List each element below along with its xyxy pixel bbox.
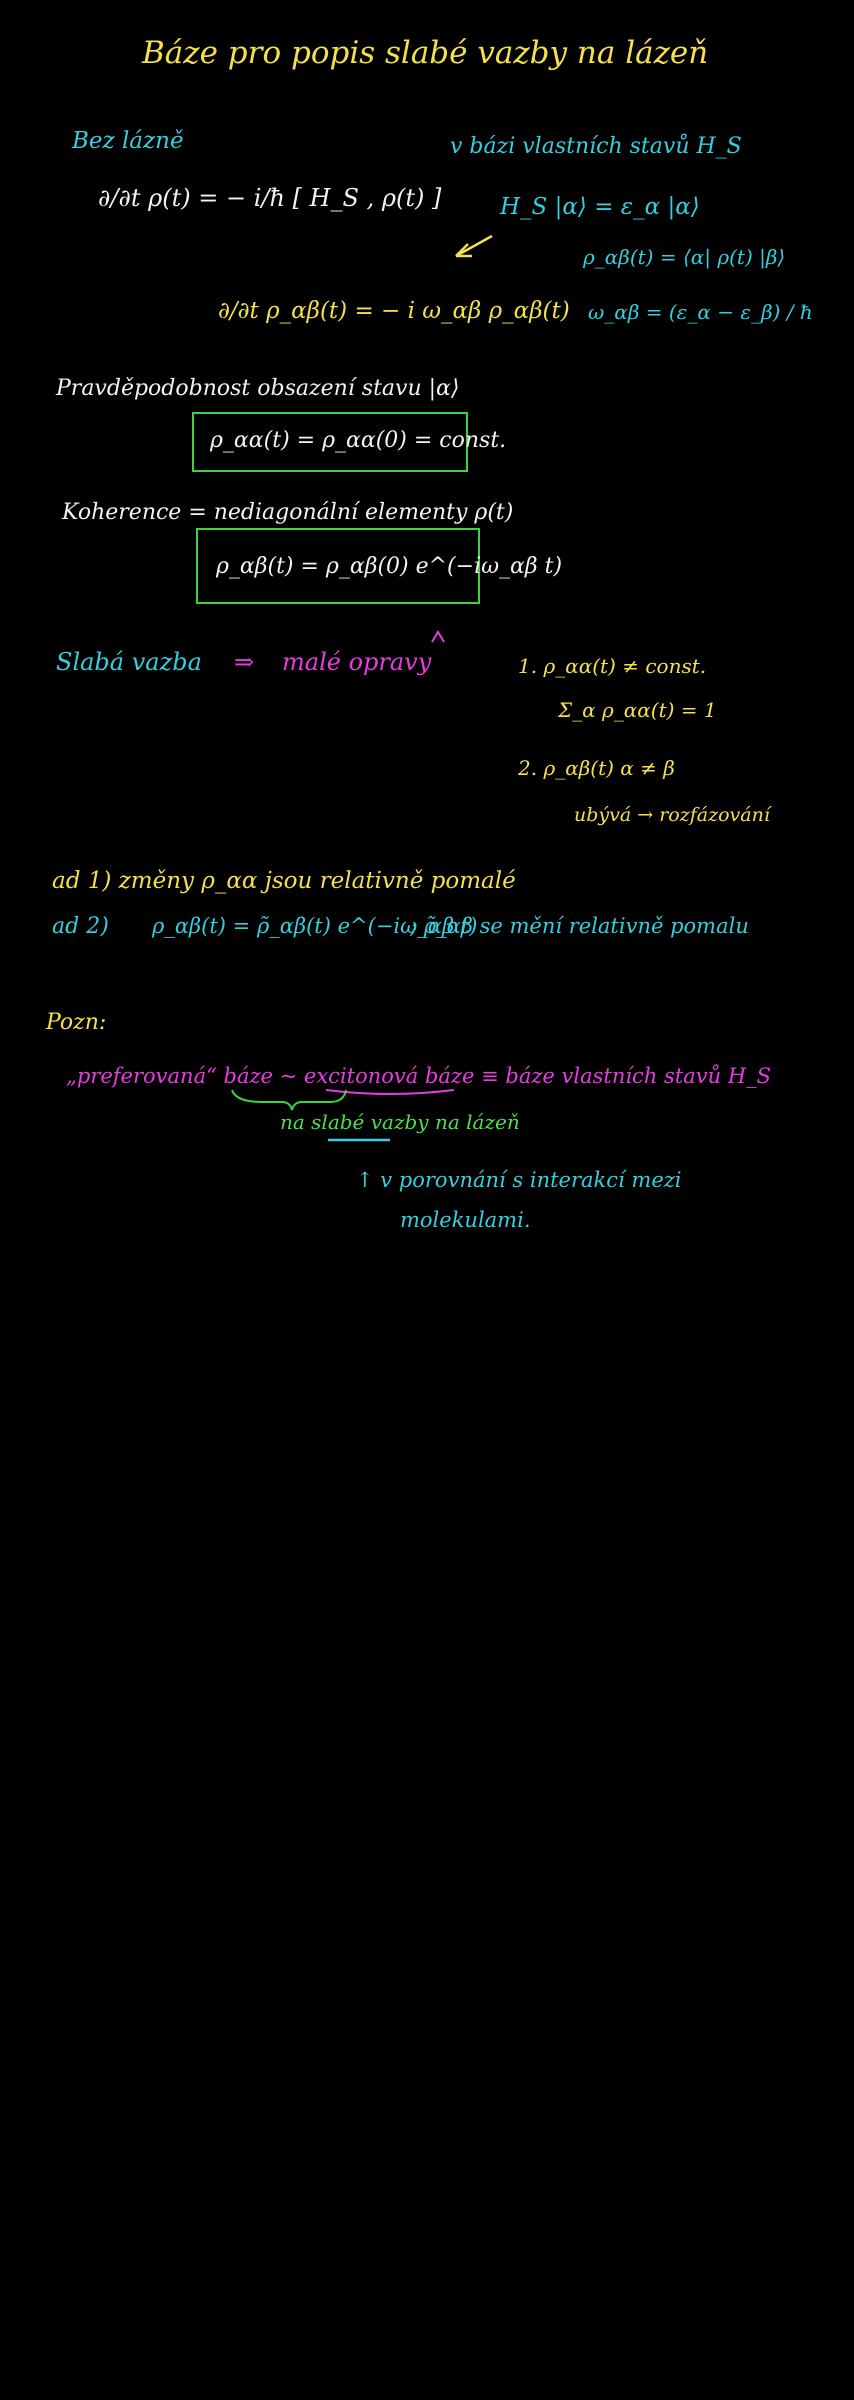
remark-note-line2: molekulami.	[400, 1208, 531, 1232]
arrow-to-component-equation	[455, 234, 493, 258]
item1-sum: Σ_α ρ_αα(t) = 1	[558, 698, 717, 722]
remark-weak-coupling: na slabé vazby na lázeň	[280, 1110, 520, 1134]
item2-dephasing: ubývá → rozfázování	[574, 804, 770, 826]
equation-matrix-element: ρ_αβ(t) = ⟨α| ρ(t) |β⟩	[583, 245, 786, 269]
equation-frequency: ω_αβ = (ε_α − ε_β) / ħ	[588, 300, 813, 324]
coherence-equation: ρ_αβ(t) = ρ_αβ(0) e^(−iω_αβ t)	[216, 554, 563, 579]
ad2-equation: ρ_αβ(t) = ρ̃_αβ(t) e^(−iω_αβ t)	[152, 914, 478, 938]
item2-coherence: 2. ρ_αβ(t) α ≠ β	[518, 756, 675, 780]
equation-component: ∂/∂t ρ_αβ(t) = − i ω_αβ ρ_αβ(t)	[218, 298, 570, 324]
small-corrections-label: malé opravy	[282, 648, 432, 676]
implies-arrow: ⇒	[234, 648, 255, 676]
heading-eigenbasis: v bázi vlastních stavů H_S	[450, 134, 742, 159]
ad1-line: ad 1) změny ρ_αα jsou relativně pomalé	[52, 868, 516, 894]
remark-label: Pozn:	[46, 1010, 107, 1035]
item1-inequality: 1. ρ_αα(t) ≠ const.	[518, 654, 707, 678]
ad2-prefix: ad 2)	[52, 914, 109, 939]
caret-above-corrections	[431, 630, 445, 643]
page-title: Báze pro popis slabé vazby na lázeň	[142, 35, 709, 71]
underline-exciton-basis	[325, 1089, 455, 1095]
populations-equation: ρ_αα(t) = ρ_αα(0) = const.	[210, 428, 507, 453]
brace-preferred-basis	[231, 1089, 347, 1111]
weak-coupling-label: Slabá vazba	[56, 648, 202, 676]
equation-eigenvalue: H_S |α⟩ = ε_α |α⟩	[500, 194, 700, 220]
remark-line: „preferovaná“ báze ~ excitonová báze ≡ b…	[66, 1064, 772, 1088]
ad2-suffix: ; ρ̃_αβ se mění relativně pomalu	[410, 914, 749, 938]
populations-label: Pravděpodobnost obsazení stavu |α⟩	[56, 376, 460, 401]
populations-box	[192, 412, 468, 472]
remark-note-line1: ↑ v porovnání s interakcí mezi	[356, 1168, 682, 1192]
coherence-label: Koherence = nediagonální elementy ρ(t)	[62, 500, 514, 525]
equation-von-neumann: ∂/∂t ρ(t) = − i/ħ [ H_S , ρ(t) ]	[98, 184, 442, 212]
coherence-box	[196, 528, 480, 604]
heading-without-bath: Bez lázně	[72, 128, 184, 154]
